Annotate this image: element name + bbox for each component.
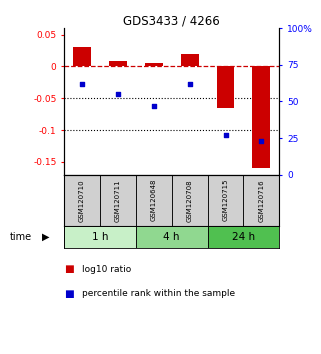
Text: ■: ■ <box>64 289 74 299</box>
Bar <box>136 175 172 226</box>
Text: GSM120710: GSM120710 <box>79 179 85 222</box>
Text: GSM120715: GSM120715 <box>222 179 229 222</box>
Text: 4 h: 4 h <box>163 232 180 242</box>
Text: 1 h: 1 h <box>92 232 108 242</box>
Bar <box>208 226 279 248</box>
Point <box>223 132 228 138</box>
Bar <box>136 226 208 248</box>
Point <box>151 103 156 109</box>
Point <box>187 81 192 87</box>
Bar <box>145 63 163 67</box>
Title: GDS3433 / 4266: GDS3433 / 4266 <box>123 14 220 27</box>
Text: GSM120711: GSM120711 <box>115 179 121 222</box>
Bar <box>252 67 270 168</box>
Text: 24 h: 24 h <box>232 232 255 242</box>
Bar <box>100 175 136 226</box>
Bar <box>64 226 136 248</box>
Bar <box>208 175 243 226</box>
Text: ■: ■ <box>64 264 74 274</box>
Bar <box>73 47 91 67</box>
Bar <box>181 54 199 67</box>
Text: GSM120708: GSM120708 <box>187 179 193 222</box>
Text: GSM120648: GSM120648 <box>151 179 157 222</box>
Point <box>116 91 121 97</box>
Point <box>259 138 264 144</box>
Bar <box>217 67 234 108</box>
Bar <box>64 175 100 226</box>
Text: log10 ratio: log10 ratio <box>82 264 131 274</box>
Text: ▶: ▶ <box>42 232 49 242</box>
Text: time: time <box>10 232 32 242</box>
Bar <box>109 61 127 67</box>
Bar <box>172 175 208 226</box>
Point <box>80 81 85 87</box>
Text: GSM120716: GSM120716 <box>258 179 265 222</box>
Bar <box>243 175 279 226</box>
Text: percentile rank within the sample: percentile rank within the sample <box>82 289 235 298</box>
